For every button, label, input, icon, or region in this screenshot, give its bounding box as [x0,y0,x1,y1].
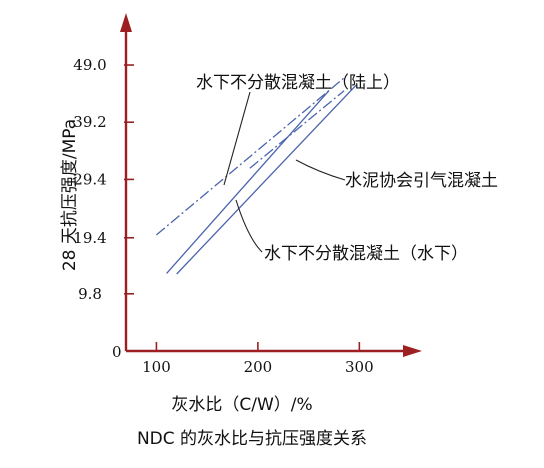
leader-line-land [223,91,251,186]
x-axis-title: 灰水比（C/W）/% [171,395,312,415]
y-ticks: 9.8 19.4 29.4 39.2 49.0 [73,56,134,303]
axes [120,13,422,357]
x-tick-label: 200 [244,358,273,376]
y-tick-label: 19.4 [73,229,106,247]
y-axis-arrow [120,13,132,32]
x-tick-label: 300 [345,358,374,376]
annotation-aea: 水泥协会引气混凝土 [345,171,498,191]
annotation-leaders [223,91,346,253]
x-axis-arrow [403,345,422,357]
origin-label: 0 [112,343,122,361]
y-axis-title: 28 天抗压强度/MPa [60,119,80,271]
x-tick-label: 100 [142,358,171,376]
annotation-land: 水下不分散混凝土（陆上） [196,73,400,93]
series-line-1 [155,77,345,236]
series-layer [155,77,357,275]
leader-line-aea [295,159,346,181]
y-tick-label: 39.2 [73,113,106,131]
chart-title: NDC 的灰水比与抗压强度关系 [137,429,367,449]
y-tick-label: 9.8 [78,285,102,303]
x-ticks: 100 200 300 [142,342,374,376]
leader-line-underwater [235,199,263,253]
series-line-4 [176,84,357,275]
annotation-underwater: 水下不分散混凝土（水下） [264,244,468,264]
series-line-3 [166,90,330,274]
y-tick-label: 49.0 [73,56,106,74]
series-line-2 [249,90,345,169]
y-tick-label: 29.4 [73,170,106,188]
